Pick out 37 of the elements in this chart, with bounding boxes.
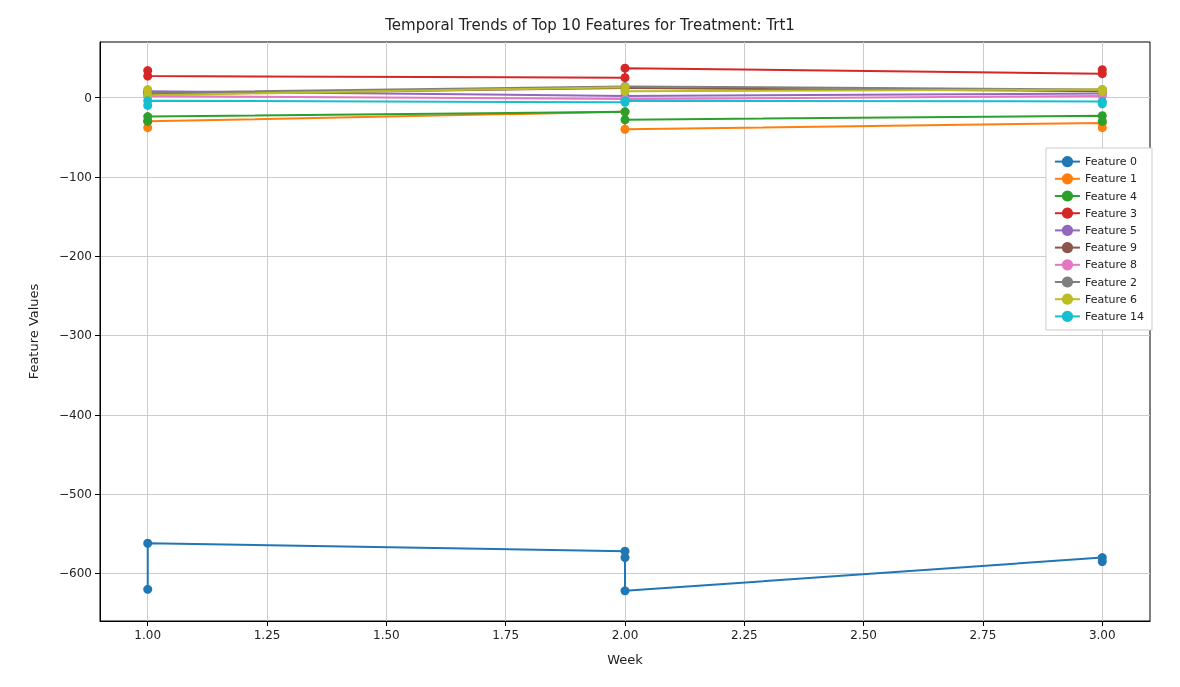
legend-label: Feature 3 [1084,206,1137,220]
point [620,586,630,596]
legend-label: Feature 1 [1084,172,1137,186]
legend-label: Feature 6 [1084,292,1137,306]
x-tick-label: 2.50 [850,628,877,642]
legend-label: Feature 9 [1084,241,1137,255]
y-tick-label: −100 [59,169,92,184]
legend-label: Feature 4 [1084,189,1137,203]
y-tick-label: −300 [59,328,92,343]
legend-label: Feature 5 [1084,223,1137,237]
x-axis-title: Week [607,652,644,667]
x-tick-label: 3.00 [1088,628,1116,642]
y-tick-label: −600 [59,566,92,581]
point [620,124,630,134]
x-tick-label: 1.25 [253,628,281,642]
y-tick-label: −500 [59,487,92,502]
legend-label: Feature 14 [1084,309,1144,323]
point [143,584,153,594]
y-axis-title: Feature Values [26,283,41,380]
point [620,73,630,83]
legend-label: Feature 8 [1084,258,1137,272]
x-tick-label: 1.75 [492,628,520,642]
x-tick-label: 1.00 [134,628,162,642]
x-tick-label: 2.00 [611,628,639,642]
x-tick-label: 2.25 [730,628,758,642]
y-tick-label: 0 [84,90,92,105]
point [620,553,630,563]
y-tick-label: −200 [59,249,92,264]
point [620,115,630,125]
y-tick-label: −400 [59,407,92,422]
legend-label: Feature 2 [1084,275,1137,289]
legend-label: Feature 0 [1084,155,1137,169]
point [620,63,630,73]
chart-title: Temporal Trends of Top 10 Features for Treatment: Trt1 [384,15,795,34]
x-tick-label: 1.50 [373,628,400,642]
point [143,538,153,548]
x-tick-label: 2.75 [969,628,997,642]
